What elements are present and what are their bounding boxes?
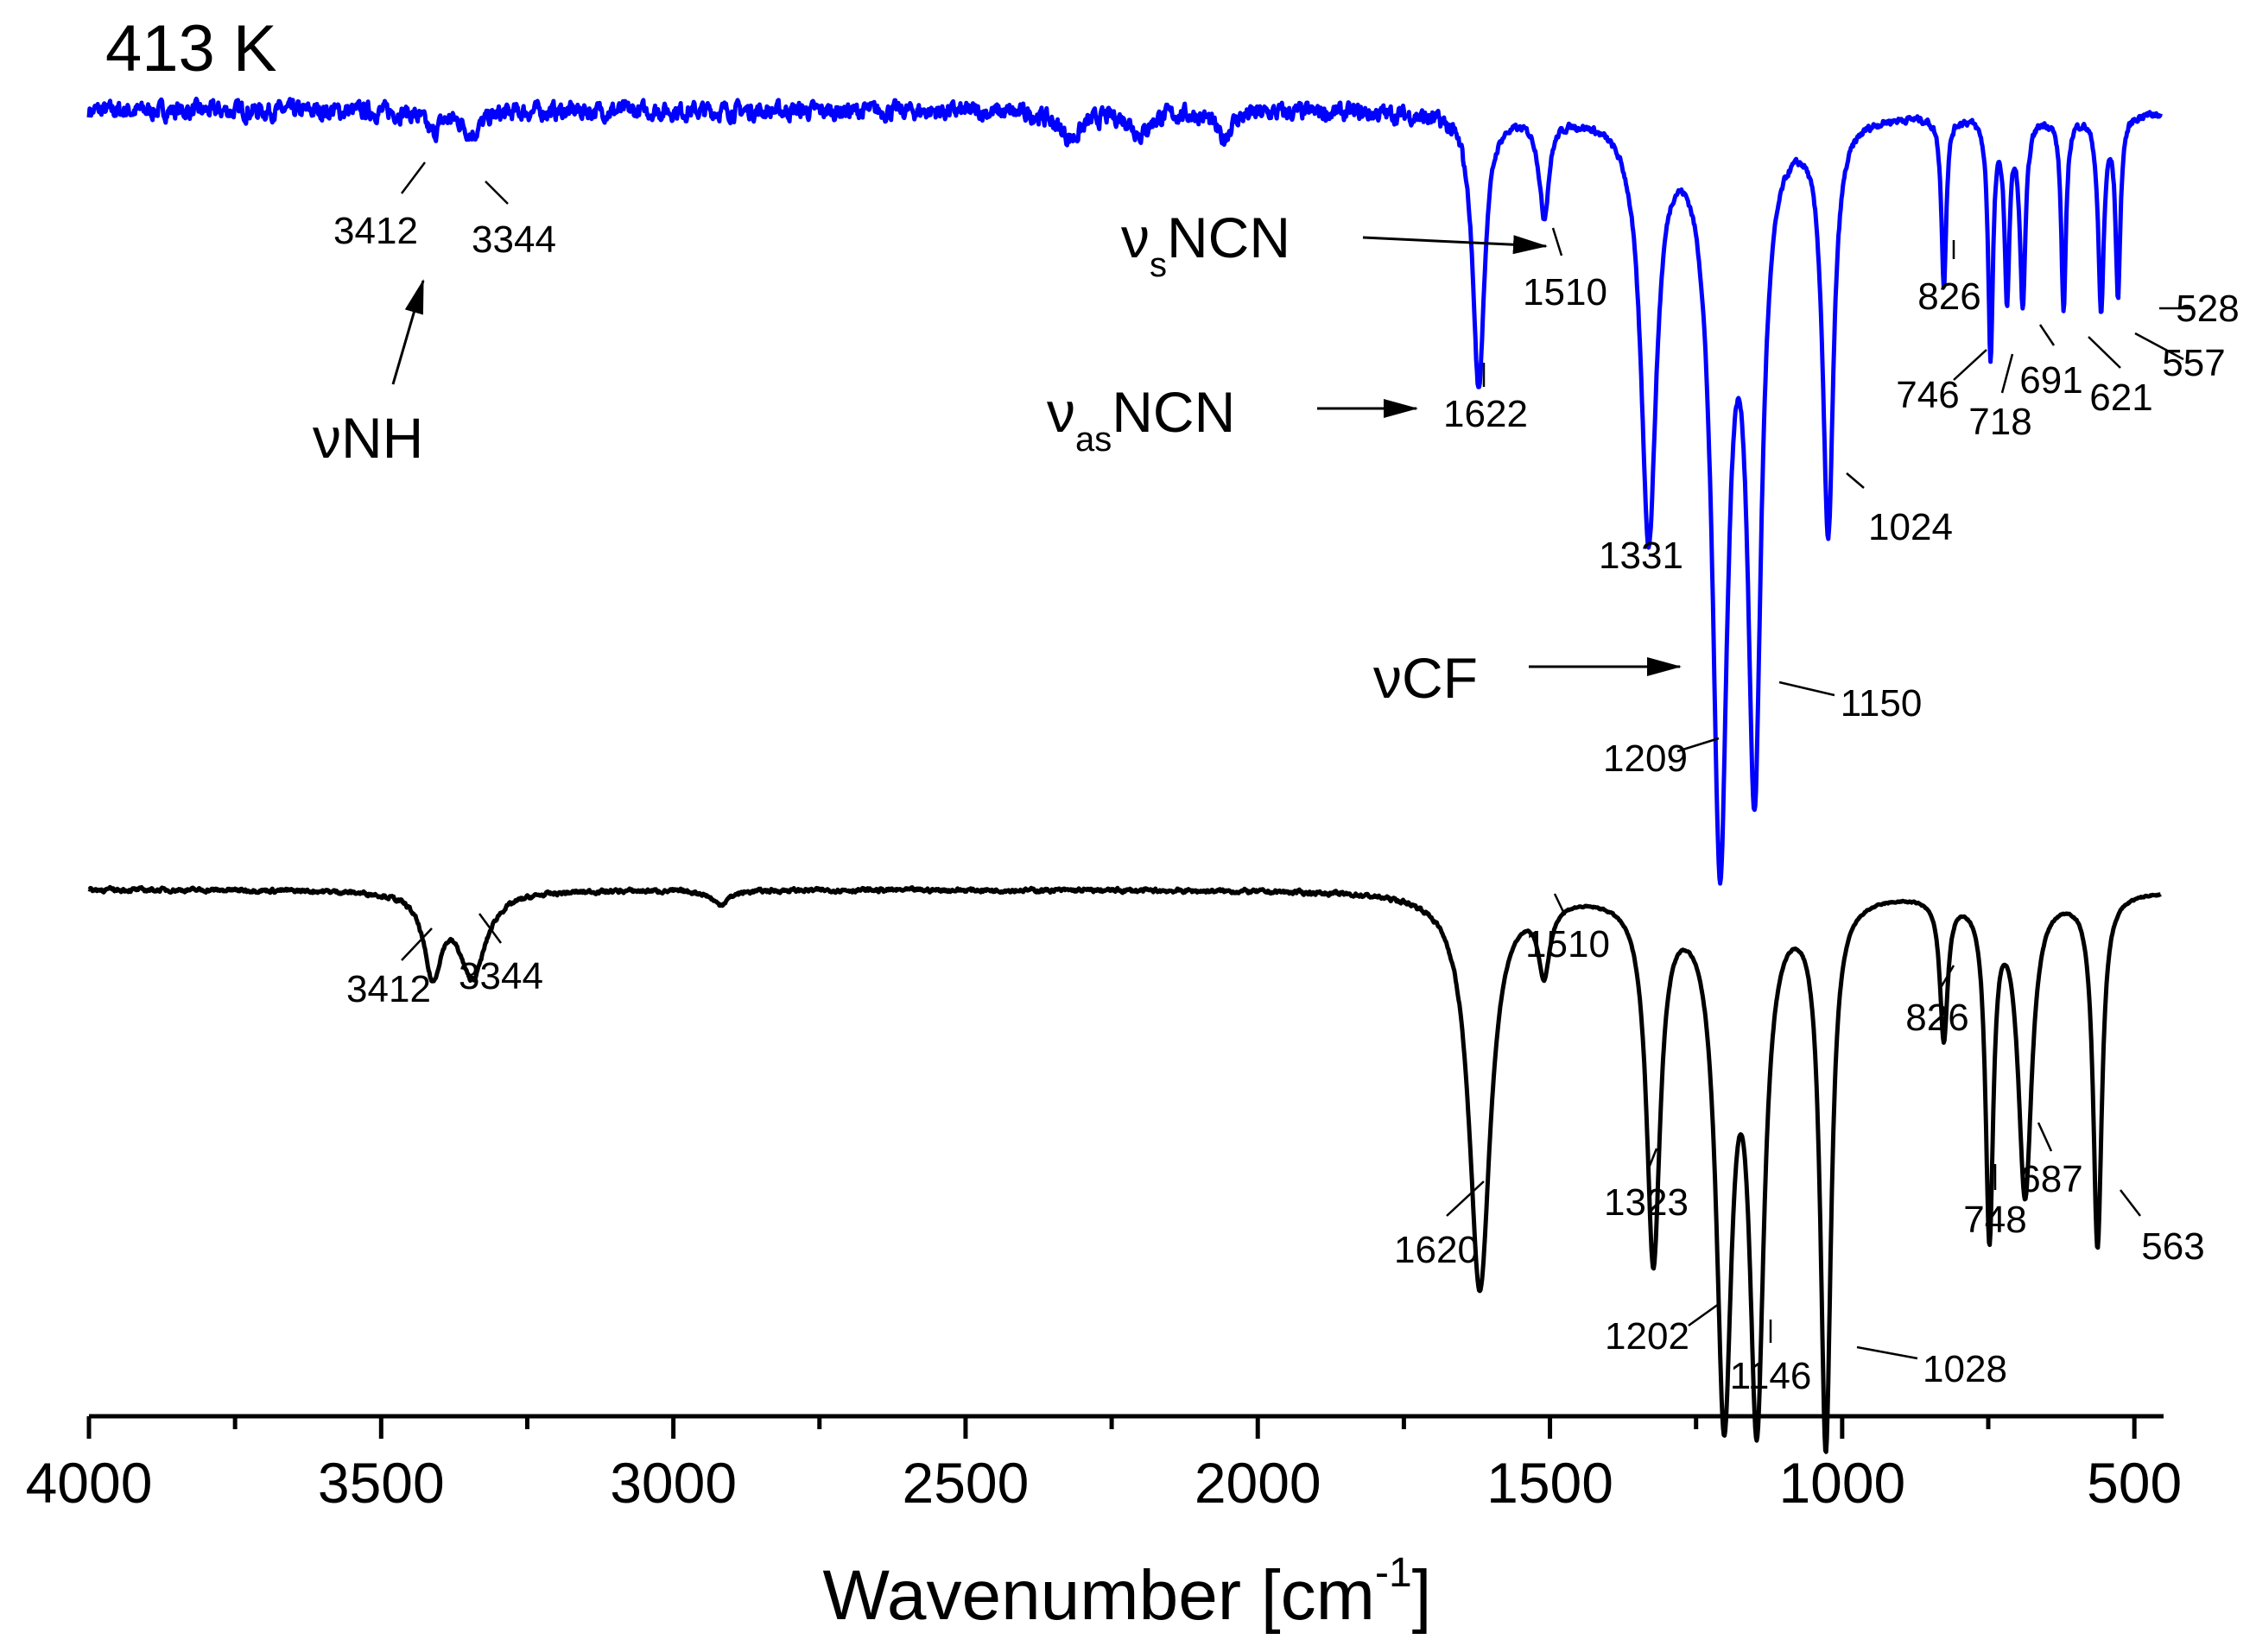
peak-label-413k-826: 826 bbox=[1917, 275, 1980, 318]
x-tick-label: 3000 bbox=[610, 1451, 737, 1515]
peak-label-413k-1331: 1331 bbox=[1599, 535, 1683, 577]
peak-label-413k-691: 691 bbox=[2019, 359, 2082, 402]
mode-text: CF bbox=[1402, 646, 1478, 710]
peak-leader-line bbox=[1778, 680, 1835, 697]
mode-subscript: s bbox=[1150, 246, 1167, 284]
spectrum-413k-line bbox=[86, 96, 2163, 886]
mode-label-nu-s-ncn: νsNCN bbox=[1121, 206, 1290, 284]
x-axis-label-superscript: -1 bbox=[1375, 1550, 1412, 1596]
peak-label-ref-748: 748 bbox=[1963, 1199, 2026, 1241]
mode-subscript: as bbox=[1075, 421, 1112, 459]
peak-label-413k-1622: 1622 bbox=[1443, 393, 1528, 435]
peak-leader-line bbox=[401, 927, 433, 961]
peak-label-ref-3344: 3344 bbox=[459, 955, 543, 997]
peak-leader-line bbox=[1953, 349, 1987, 381]
mode-symbol: ν bbox=[1047, 380, 1075, 444]
mode-text: NH bbox=[341, 406, 423, 470]
peak-label-413k-1024: 1024 bbox=[1868, 506, 1953, 548]
mode-text: NCN bbox=[1167, 206, 1290, 269]
mode-label-nu-nh: νNH bbox=[313, 406, 423, 470]
peak-labels: 3412 3344 1510 1622 1331 1024 1209 1150 826 74671… bbox=[333, 161, 2240, 1397]
peak-label-413k-718: 718 bbox=[1968, 401, 2031, 443]
peak-label-ref-1620: 1620 bbox=[1394, 1229, 1479, 1271]
peak-label-ref-687: 687 bbox=[2019, 1158, 2082, 1200]
mode-text: NCN bbox=[1112, 380, 1235, 444]
peak-label-413k-1510: 1510 bbox=[1523, 271, 1607, 313]
x-axis-label-main: Wavenumber [cm bbox=[823, 1556, 1375, 1635]
peak-label-ref-3412: 3412 bbox=[346, 968, 431, 1010]
x-axis-label: Wavenumber [cm-1] bbox=[823, 1550, 1432, 1635]
peak-leader-line bbox=[2037, 1122, 2053, 1152]
peak-leader-line bbox=[2088, 336, 2121, 369]
mode-symbol: ν bbox=[1121, 206, 1150, 269]
peak-label-413k-1209: 1209 bbox=[1603, 737, 1688, 780]
peak-leader-line bbox=[1553, 893, 1567, 916]
peak-label-ref-1028: 1028 bbox=[1923, 1348, 2007, 1390]
spectrum-reference-line bbox=[87, 884, 2163, 1454]
peak-leader-line bbox=[2120, 1189, 2141, 1217]
peak-leader-line bbox=[1446, 1180, 1485, 1217]
mode-arrow-nu-nh bbox=[391, 279, 425, 385]
peak-leader-line bbox=[485, 180, 509, 205]
mode-arrow-nu-s-ncn bbox=[1362, 235, 1548, 255]
peak-leader-line bbox=[1676, 737, 1720, 753]
peak-label-413k-528: 528 bbox=[2176, 288, 2239, 330]
mode-label-nu-as-ncn: νasNCN bbox=[1047, 380, 1235, 459]
x-tick-label: 2000 bbox=[1195, 1451, 1321, 1515]
plot-area bbox=[86, 96, 2163, 1454]
x-tick-labels: 4000 3500 3000 2500 2000 1500 1000 500 bbox=[26, 1451, 2183, 1515]
chart-title: 413 K bbox=[105, 12, 277, 85]
x-axis bbox=[86, 1414, 2164, 1439]
x-tick-label: 2500 bbox=[903, 1451, 1030, 1515]
peak-label-413k-621: 621 bbox=[2089, 377, 2152, 419]
peak-leader-line bbox=[2000, 353, 2014, 394]
peak-label-413k-1150: 1150 bbox=[1841, 682, 1923, 725]
peak-label-ref-1202: 1202 bbox=[1605, 1315, 1689, 1358]
peak-label-ref-563: 563 bbox=[2141, 1225, 2204, 1268]
peak-label-413k-746: 746 bbox=[1896, 374, 1959, 416]
mode-label-nu-cf: νCF bbox=[1373, 646, 1478, 710]
mode-symbol: ν bbox=[313, 406, 341, 470]
peak-label-ref-1323: 1323 bbox=[1604, 1181, 1689, 1224]
x-axis-label-close: ] bbox=[1412, 1556, 1432, 1635]
x-tick-label: 1000 bbox=[1778, 1451, 1905, 1515]
x-tick-label: 3500 bbox=[318, 1451, 445, 1515]
peak-label-413k-3412: 3412 bbox=[333, 210, 418, 252]
x-tick-label: 500 bbox=[2087, 1451, 2182, 1515]
peak-label-ref-826: 826 bbox=[1905, 997, 1968, 1039]
mode-symbol: ν bbox=[1373, 646, 1402, 710]
peak-leader-line bbox=[2134, 332, 2184, 361]
peak-leader-line bbox=[401, 161, 426, 194]
peak-leader-line bbox=[2038, 324, 2056, 346]
peak-leader-line bbox=[1688, 1302, 1720, 1327]
peak-leader-line bbox=[478, 913, 503, 944]
peak-leader-line bbox=[1856, 1345, 1918, 1360]
peak-label-413k-557: 557 bbox=[2162, 342, 2225, 384]
peak-leader-line bbox=[1646, 1148, 1658, 1171]
x-tick-label: 1500 bbox=[1486, 1451, 1613, 1515]
peak-label-ref-1510: 1510 bbox=[1525, 923, 1610, 965]
peak-leader-line bbox=[1551, 227, 1563, 256]
peak-label-ref-1146: 1146 bbox=[1730, 1355, 1812, 1397]
peak-leader-line bbox=[1846, 472, 1865, 489]
x-tick-label: 4000 bbox=[26, 1451, 153, 1515]
peak-label-413k-3344: 3344 bbox=[472, 218, 556, 261]
peak-leader-line bbox=[1940, 965, 1955, 987]
